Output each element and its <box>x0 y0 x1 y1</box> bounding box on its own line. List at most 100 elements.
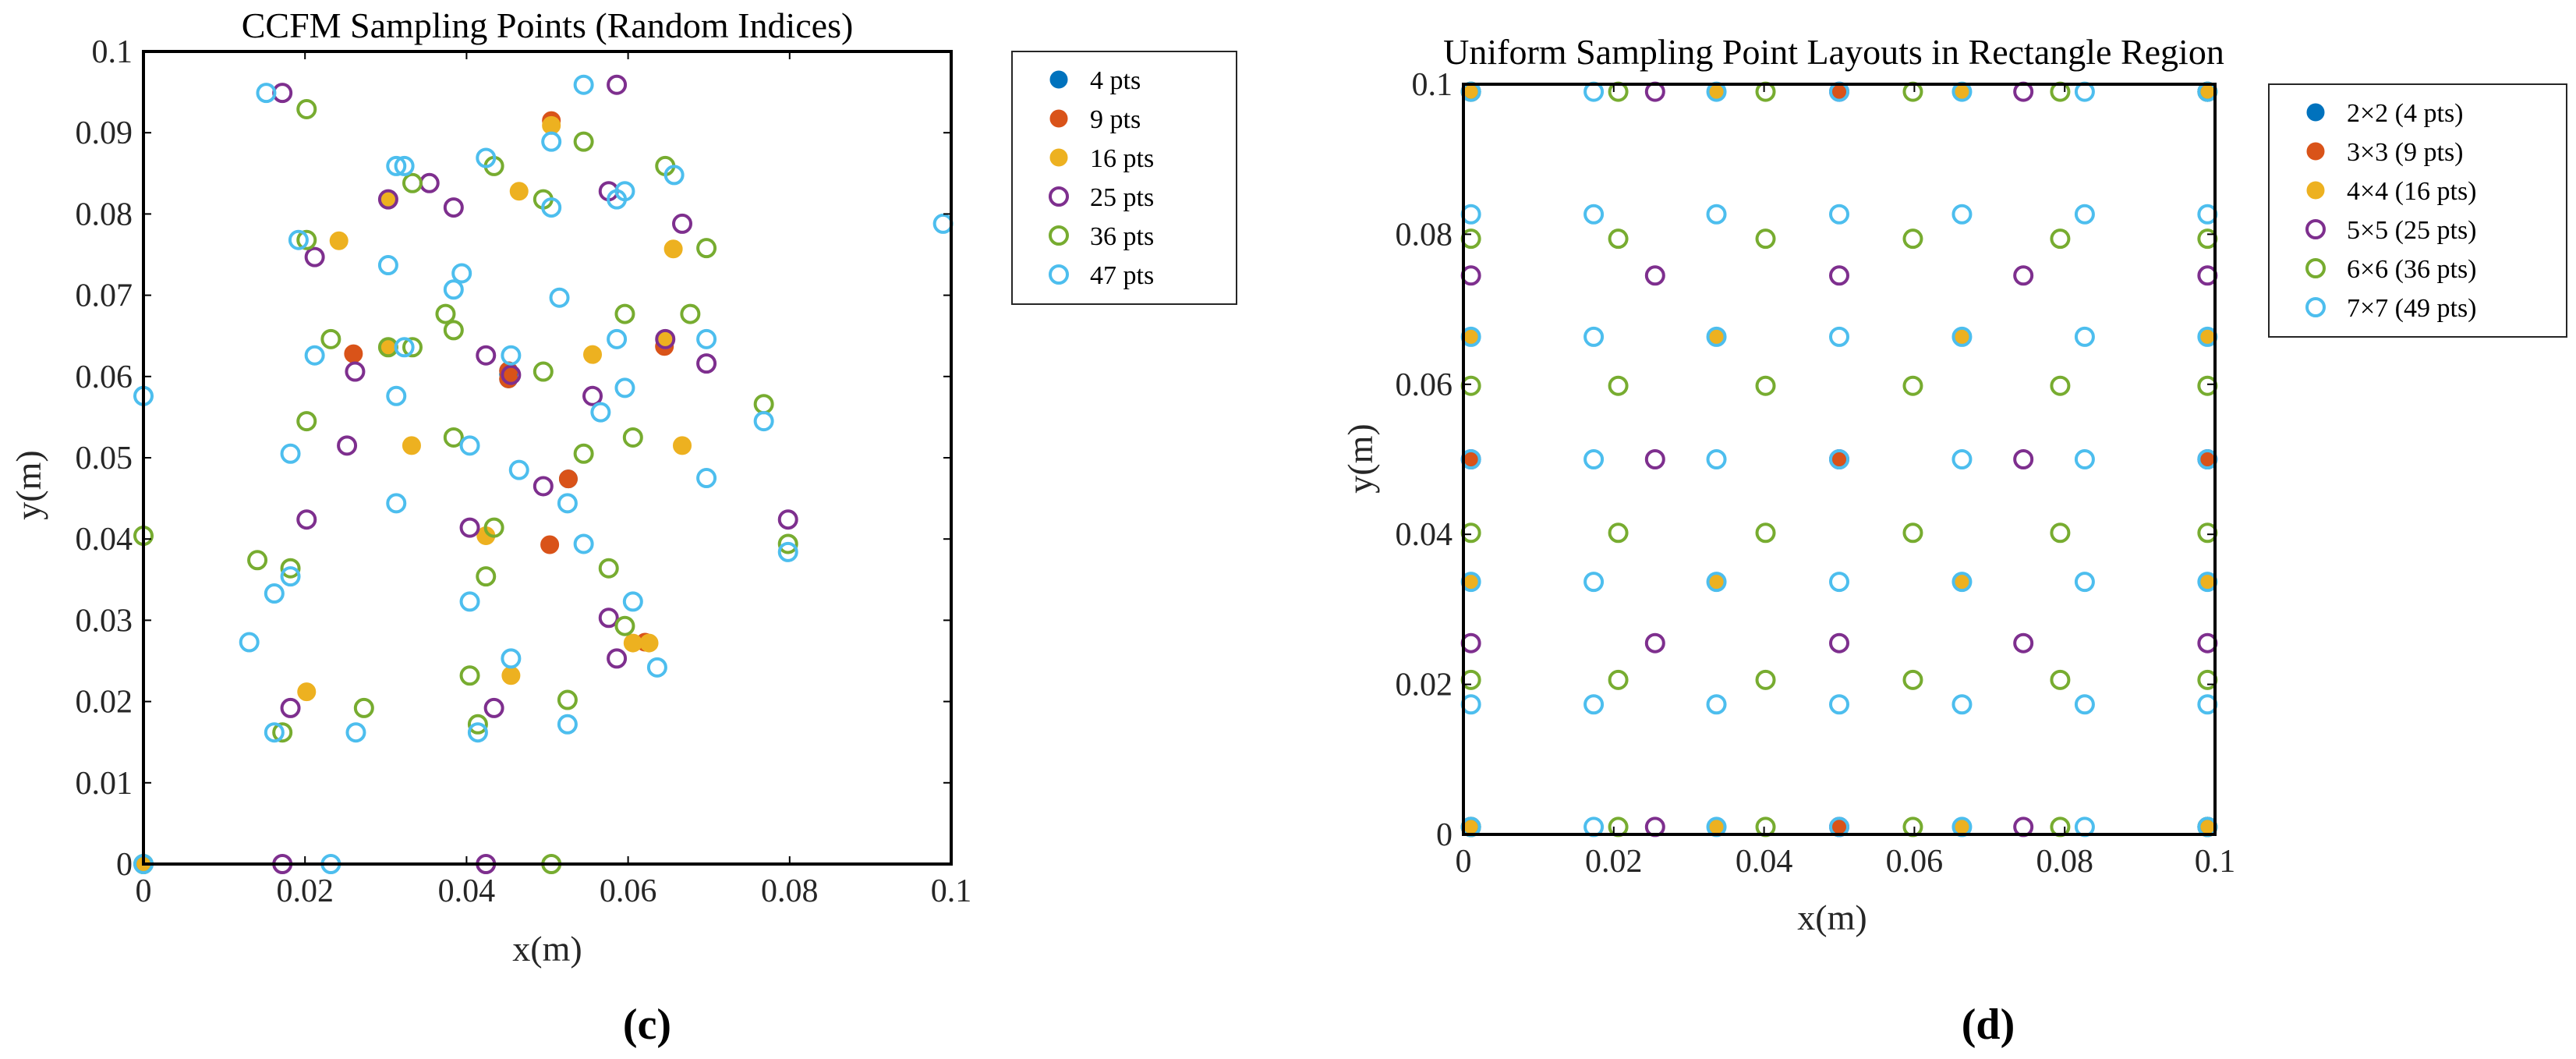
data-point-c-s5 <box>377 255 398 276</box>
data-point-c-s5 <box>501 345 522 366</box>
data-point-c-s4 <box>443 320 464 341</box>
data-point-c-s5 <box>696 468 717 489</box>
data-point-c-s5 <box>753 411 774 432</box>
data-point-d-s5 <box>1706 694 1727 715</box>
data-point-d-s4 <box>1755 522 1776 544</box>
data-point-c-s2 <box>329 231 349 250</box>
data-point-c-s4 <box>614 303 635 324</box>
legend-label-d: 4×4 (16 pts) <box>2347 177 2477 206</box>
data-point-d-s4 <box>2050 669 2071 690</box>
y-tick-label-c: 0.06 <box>76 359 133 395</box>
data-point-d-s5 <box>1951 572 1973 593</box>
data-point-c-s3 <box>607 74 628 95</box>
x-tick-label-c: 0.02 <box>276 873 334 909</box>
data-point-d-s4 <box>1608 522 1629 544</box>
y-tick-label-c: 0 <box>116 847 133 883</box>
legend-label-d: 5×5 (25 pts) <box>2347 216 2477 245</box>
data-point-c-s4 <box>467 714 488 735</box>
data-point-c-s3 <box>598 607 619 629</box>
data-point-c-s3 <box>304 246 325 267</box>
legend-marker-d <box>2305 219 2326 239</box>
x-tick-label-d: 0.1 <box>2195 844 2236 880</box>
data-point-d-s5 <box>1951 449 1973 469</box>
data-point-c-s3 <box>476 345 497 366</box>
data-point-c-s3 <box>696 353 717 374</box>
data-point-d-s5 <box>1829 326 1849 347</box>
data-point-c-s2 <box>297 682 317 702</box>
data-point-d-s4 <box>2050 375 2071 396</box>
data-point-c-s5 <box>451 263 472 284</box>
data-point-c-s3 <box>345 361 366 382</box>
data-point-c-s3 <box>459 517 480 538</box>
data-point-c-s5 <box>557 493 578 514</box>
data-point-c-s4 <box>680 303 701 324</box>
data-point-c-s4 <box>435 303 456 324</box>
legend-marker-d <box>2305 258 2326 278</box>
data-point-c-s3 <box>533 476 554 497</box>
data-point-c-s5 <box>345 722 366 743</box>
data-point-c-s5 <box>590 402 611 423</box>
data-point-c-s4 <box>320 328 341 349</box>
data-point-c-s4 <box>696 238 717 259</box>
x-tick-label-c: 0 <box>136 873 152 909</box>
y-tick-label-c: 0.02 <box>76 685 133 721</box>
data-point-c-s4 <box>483 517 504 538</box>
data-point-c-s5 <box>476 147 497 168</box>
y-tick-label-c: 0.08 <box>76 197 133 232</box>
data-point-c-s5 <box>549 287 570 308</box>
data-point-c-s1 <box>540 535 560 554</box>
data-point-c-s4 <box>533 361 554 382</box>
panel-label-c: (c) <box>623 1001 671 1049</box>
data-point-c-s3 <box>377 189 398 210</box>
panel-label-d: (d) <box>1962 1001 2015 1049</box>
data-point-c-s5 <box>264 722 285 743</box>
data-point-c-s5 <box>239 632 260 653</box>
legend-marker-d <box>2306 142 2325 161</box>
x-tick-label-c: 0.1 <box>931 873 972 909</box>
data-point-c-s4 <box>272 722 293 743</box>
data-point-c-s2 <box>623 633 642 653</box>
data-point-d-s4 <box>1755 375 1776 396</box>
x-tick-label-c: 0.04 <box>438 873 496 909</box>
data-point-c-s4 <box>573 131 594 152</box>
data-point-c-s5 <box>932 213 954 234</box>
y-tick-label-c: 0.05 <box>76 441 133 476</box>
legend-box-d <box>2268 83 2567 338</box>
y-axis-label-d: y(m) <box>1340 423 1380 493</box>
y-tick-label-c: 0.01 <box>76 766 133 802</box>
axis-ticks-c: 0 0.02 0.04 0.06 0.08 0.1 0 0.01 0.02 0.03 0.04 0.0… <box>76 34 972 909</box>
data-point-c-s3 <box>280 697 301 718</box>
y-axis-label-c: y(m) <box>9 450 48 519</box>
data-point-c-s5 <box>443 279 464 300</box>
data-point-d-s4 <box>1608 375 1629 396</box>
data-point-c-s5 <box>394 337 415 358</box>
y-tick-label-c: 0.09 <box>76 115 133 151</box>
x-tick-label-c: 0.08 <box>761 873 819 909</box>
data-point-d-s4 <box>1608 669 1629 690</box>
data-point-c-s5 <box>304 345 325 366</box>
x-tick-label-d: 0.04 <box>1736 844 1793 880</box>
data-point-d-s5 <box>2074 572 2095 593</box>
data-point-d-s5 <box>1583 572 1605 593</box>
data-point-d-s5 <box>1583 449 1605 469</box>
data-point-c-s4 <box>280 558 301 579</box>
data-point-c-s3 <box>483 697 504 718</box>
legend-label-d: 6×6 (36 pts) <box>2347 255 2477 284</box>
data-point-c-s5 <box>280 443 301 464</box>
data-point-c-s5 <box>541 197 562 218</box>
legend-label-d: 7×7 (49 pts) <box>2347 294 2477 323</box>
data-point-c-s3 <box>672 213 693 234</box>
data-point-c-s3 <box>296 509 317 530</box>
axes-box-c <box>142 50 953 866</box>
data-point-c-s2 <box>509 182 529 201</box>
data-point-d-s5 <box>2074 449 2095 469</box>
legend-label-c: 16 pts <box>1090 144 1154 173</box>
y-tick-label-d: 0.06 <box>1396 367 1453 403</box>
data-point-c-s5 <box>508 459 529 480</box>
data-point-c-s4 <box>296 411 317 432</box>
data-point-c-s4 <box>353 697 374 718</box>
data-point-d-s3 <box>1829 265 1849 286</box>
data-point-d-s4 <box>1755 669 1776 690</box>
legend-label-c: 36 pts <box>1090 222 1154 251</box>
